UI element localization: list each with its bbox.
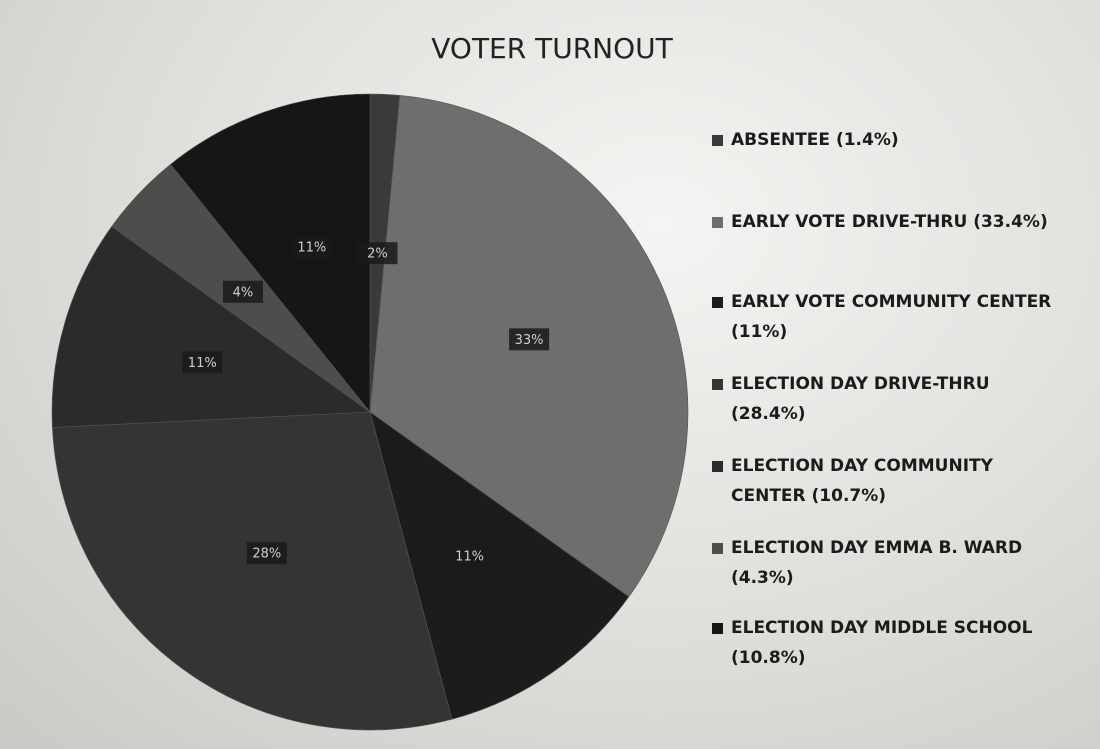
legend-swatch <box>712 297 723 308</box>
legend-label: ABSENTEE (1.4%) <box>731 130 899 150</box>
pie-slice <box>369 411 630 720</box>
legend-label: EARLY VOTE COMMUNITY CENTER (11%) <box>731 292 1052 342</box>
legend-swatch <box>712 217 723 228</box>
data-label: 4% <box>233 285 254 300</box>
legend-label: ELECTION DAY EMMA B. WARD (4.3%) <box>731 538 1023 588</box>
pie-slice <box>170 93 371 413</box>
data-label-box <box>449 544 490 567</box>
legend-swatch <box>712 543 723 554</box>
pie-slice <box>52 411 453 731</box>
legend-label: ELECTION DAY MIDDLE SCHOOL (10.8%) <box>731 618 1033 668</box>
data-label-box <box>182 351 223 374</box>
chart: VOTER TURNOUT 2% 33% 11% 28% 11% 4% 11% <box>51 32 689 731</box>
legend-swatch <box>712 461 723 472</box>
legend-entry: ELECTION DAY COMMUNITY CENTER (10.7%) <box>712 451 1062 511</box>
data-label-box <box>291 236 332 259</box>
data-label-box <box>357 242 398 265</box>
data-label-box <box>509 328 550 351</box>
legend-swatch <box>712 379 723 390</box>
legend-label: ELECTION DAY COMMUNITY CENTER (10.7%) <box>731 456 993 506</box>
data-label: 28% <box>252 547 281 562</box>
data-label: 33% <box>515 333 544 348</box>
legend-entry: EARLY VOTE COMMUNITY CENTER (11%) <box>712 287 1062 347</box>
legend: ABSENTEE (1.4%) EARLY VOTE DRIVE-THRU (33… <box>712 0 1082 749</box>
data-label: 11% <box>297 241 326 256</box>
legend-entry: ABSENTEE (1.4%) <box>712 125 1062 155</box>
data-label: 11% <box>455 549 484 564</box>
data-label-box <box>222 280 263 303</box>
legend-entry: ELECTION DAY MIDDLE SCHOOL (10.8%) <box>712 613 1062 673</box>
data-label-box <box>246 542 287 565</box>
legend-swatch <box>712 623 723 634</box>
legend-swatch <box>712 135 723 146</box>
data-label: 11% <box>188 356 217 371</box>
pie-slice <box>51 226 371 428</box>
legend-label: EARLY VOTE DRIVE-THRU (33.4%) <box>731 212 1048 232</box>
legend-entry: ELECTION DAY DRIVE-THRU (28.4%) <box>712 369 1062 429</box>
chart-title: VOTER TURNOUT <box>431 32 673 65</box>
legend-entry: ELECTION DAY EMMA B. WARD (4.3%) <box>712 533 1062 593</box>
data-label: 2% <box>367 247 388 262</box>
legend-label: ELECTION DAY DRIVE-THRU (28.4%) <box>731 374 990 424</box>
legend-entry: EARLY VOTE DRIVE-THRU (33.4%) <box>712 207 1062 237</box>
